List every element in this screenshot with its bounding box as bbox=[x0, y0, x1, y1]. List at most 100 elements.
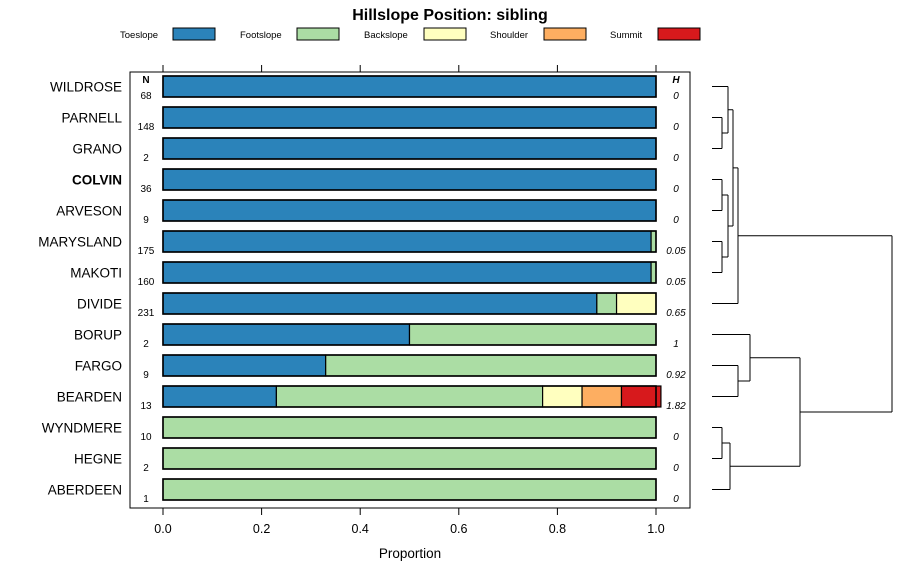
h-value: 0 bbox=[673, 153, 679, 164]
legend-label-backslope: Backslope bbox=[364, 30, 408, 41]
x-axis-title: Proportion bbox=[379, 546, 441, 561]
bar-segment-toeslope bbox=[162, 323, 411, 346]
category-label: WYNDMERE bbox=[42, 421, 122, 436]
n-value: 1 bbox=[143, 494, 149, 505]
bar-outline bbox=[162, 75, 657, 98]
x-tick-label: 0.8 bbox=[549, 522, 566, 536]
bar-outline bbox=[162, 199, 657, 222]
bar-segment-backslope bbox=[615, 292, 657, 315]
bar-outline bbox=[162, 168, 657, 191]
bar-segment-toeslope bbox=[162, 199, 657, 222]
n-value: 2 bbox=[143, 153, 149, 164]
bar-outline bbox=[162, 354, 657, 377]
h-column-header: H bbox=[672, 75, 680, 86]
h-value: 1 bbox=[673, 339, 679, 350]
n-value: 160 bbox=[138, 277, 155, 288]
bar-outline bbox=[162, 447, 657, 470]
h-value: 0 bbox=[673, 91, 679, 102]
bar-segment-toeslope bbox=[162, 354, 327, 377]
bar-segment-footslope bbox=[408, 323, 657, 346]
h-value: 1.82 bbox=[666, 401, 686, 412]
bar-segment-summit bbox=[620, 385, 662, 408]
bar-segment-footslope bbox=[162, 478, 657, 501]
category-label: GRANO bbox=[72, 142, 122, 157]
category-label: MAKOTI bbox=[70, 266, 122, 281]
n-value: 10 bbox=[140, 432, 152, 443]
bar-segment-toeslope bbox=[162, 75, 657, 98]
n-value: 36 bbox=[140, 184, 152, 195]
x-tick-label: 0.0 bbox=[154, 522, 171, 536]
n-value: 175 bbox=[138, 246, 155, 257]
bar-outline bbox=[162, 323, 657, 346]
legend-swatch-toeslope bbox=[172, 27, 216, 41]
n-value: 231 bbox=[138, 308, 155, 319]
h-value: 0.05 bbox=[666, 246, 686, 257]
h-value: 0 bbox=[673, 494, 679, 505]
x-tick-label: 0.4 bbox=[352, 522, 369, 536]
n-value: 148 bbox=[138, 122, 155, 133]
bar-segment-shoulder bbox=[581, 385, 623, 408]
category-label: BEARDEN bbox=[57, 390, 122, 405]
bar-segment-footslope bbox=[325, 354, 657, 377]
h-value: 0 bbox=[673, 432, 679, 443]
bar-outline bbox=[162, 416, 657, 439]
legend-label-footslope: Footslope bbox=[240, 30, 282, 41]
legend-swatch-shoulder bbox=[543, 27, 587, 41]
bar-rows: WILDROSE 68 0 PARNELL 148 0 GRANO 2 0 COLVIN 36 0 AR… bbox=[38, 75, 686, 505]
category-label: COLVIN bbox=[72, 173, 122, 188]
category-label: FARGO bbox=[75, 359, 122, 374]
bar-outline bbox=[162, 230, 657, 253]
bar-segment-toeslope bbox=[162, 137, 657, 160]
h-value: 0 bbox=[673, 463, 679, 474]
category-label: ABERDEEN bbox=[48, 483, 122, 498]
dendrogram bbox=[712, 86, 893, 490]
category-label: DIVIDE bbox=[77, 297, 122, 312]
x-tick-label: 0.6 bbox=[450, 522, 467, 536]
legend-swatch-footslope bbox=[296, 27, 340, 41]
x-tick-label: 1.0 bbox=[647, 522, 664, 536]
n-value: 2 bbox=[143, 463, 149, 474]
category-label: ARVESON bbox=[56, 204, 122, 219]
bar-segment-footslope bbox=[162, 416, 657, 439]
bar-outline bbox=[162, 478, 657, 501]
n-value: 9 bbox=[143, 215, 149, 226]
h-value: 0.65 bbox=[666, 308, 686, 319]
bar-segment-footslope bbox=[275, 385, 544, 408]
legend-label-shoulder: Shoulder bbox=[490, 30, 528, 41]
plot-frame bbox=[129, 71, 691, 509]
n-value: 68 bbox=[140, 91, 152, 102]
chart-title: Hillslope Position: sibling bbox=[352, 7, 548, 24]
bar-segment-toeslope bbox=[162, 385, 277, 408]
bar-segment-backslope bbox=[542, 385, 583, 408]
legend: Toeslope Footslope Backslope Shoulder Summit bbox=[120, 27, 701, 41]
h-value: 0.92 bbox=[666, 370, 686, 381]
h-value: 0.05 bbox=[666, 277, 686, 288]
bar-segment-toeslope bbox=[162, 261, 652, 284]
category-label: HEGNE bbox=[74, 452, 122, 467]
bar-segment-toeslope bbox=[162, 168, 657, 191]
legend-swatch-backslope bbox=[423, 27, 467, 41]
x-axis: 0.0 0.2 0.4 0.6 0.8 1.0 bbox=[154, 65, 665, 536]
bar-outline bbox=[162, 106, 657, 129]
bar-segment-toeslope bbox=[162, 292, 598, 315]
category-label: PARNELL bbox=[61, 111, 122, 126]
h-value: 0 bbox=[673, 215, 679, 226]
h-value: 0 bbox=[673, 122, 679, 133]
legend-label-summit: Summit bbox=[610, 30, 643, 41]
n-value: 9 bbox=[143, 370, 149, 381]
n-value: 13 bbox=[140, 401, 152, 412]
bar-outline bbox=[162, 292, 657, 315]
bar-segment-toeslope bbox=[162, 106, 657, 129]
legend-swatch-summit bbox=[657, 27, 701, 41]
bar-outline bbox=[162, 261, 657, 284]
bar-segment-footslope bbox=[162, 447, 657, 470]
bar-outline bbox=[162, 137, 657, 160]
category-label: BORUP bbox=[74, 328, 122, 343]
n-value: 2 bbox=[143, 339, 149, 350]
bar-segment-footslope bbox=[596, 292, 618, 315]
n-column-header: N bbox=[142, 75, 149, 86]
x-tick-label: 0.2 bbox=[253, 522, 270, 536]
bar-outline bbox=[162, 385, 657, 408]
category-label: WILDROSE bbox=[50, 80, 122, 95]
